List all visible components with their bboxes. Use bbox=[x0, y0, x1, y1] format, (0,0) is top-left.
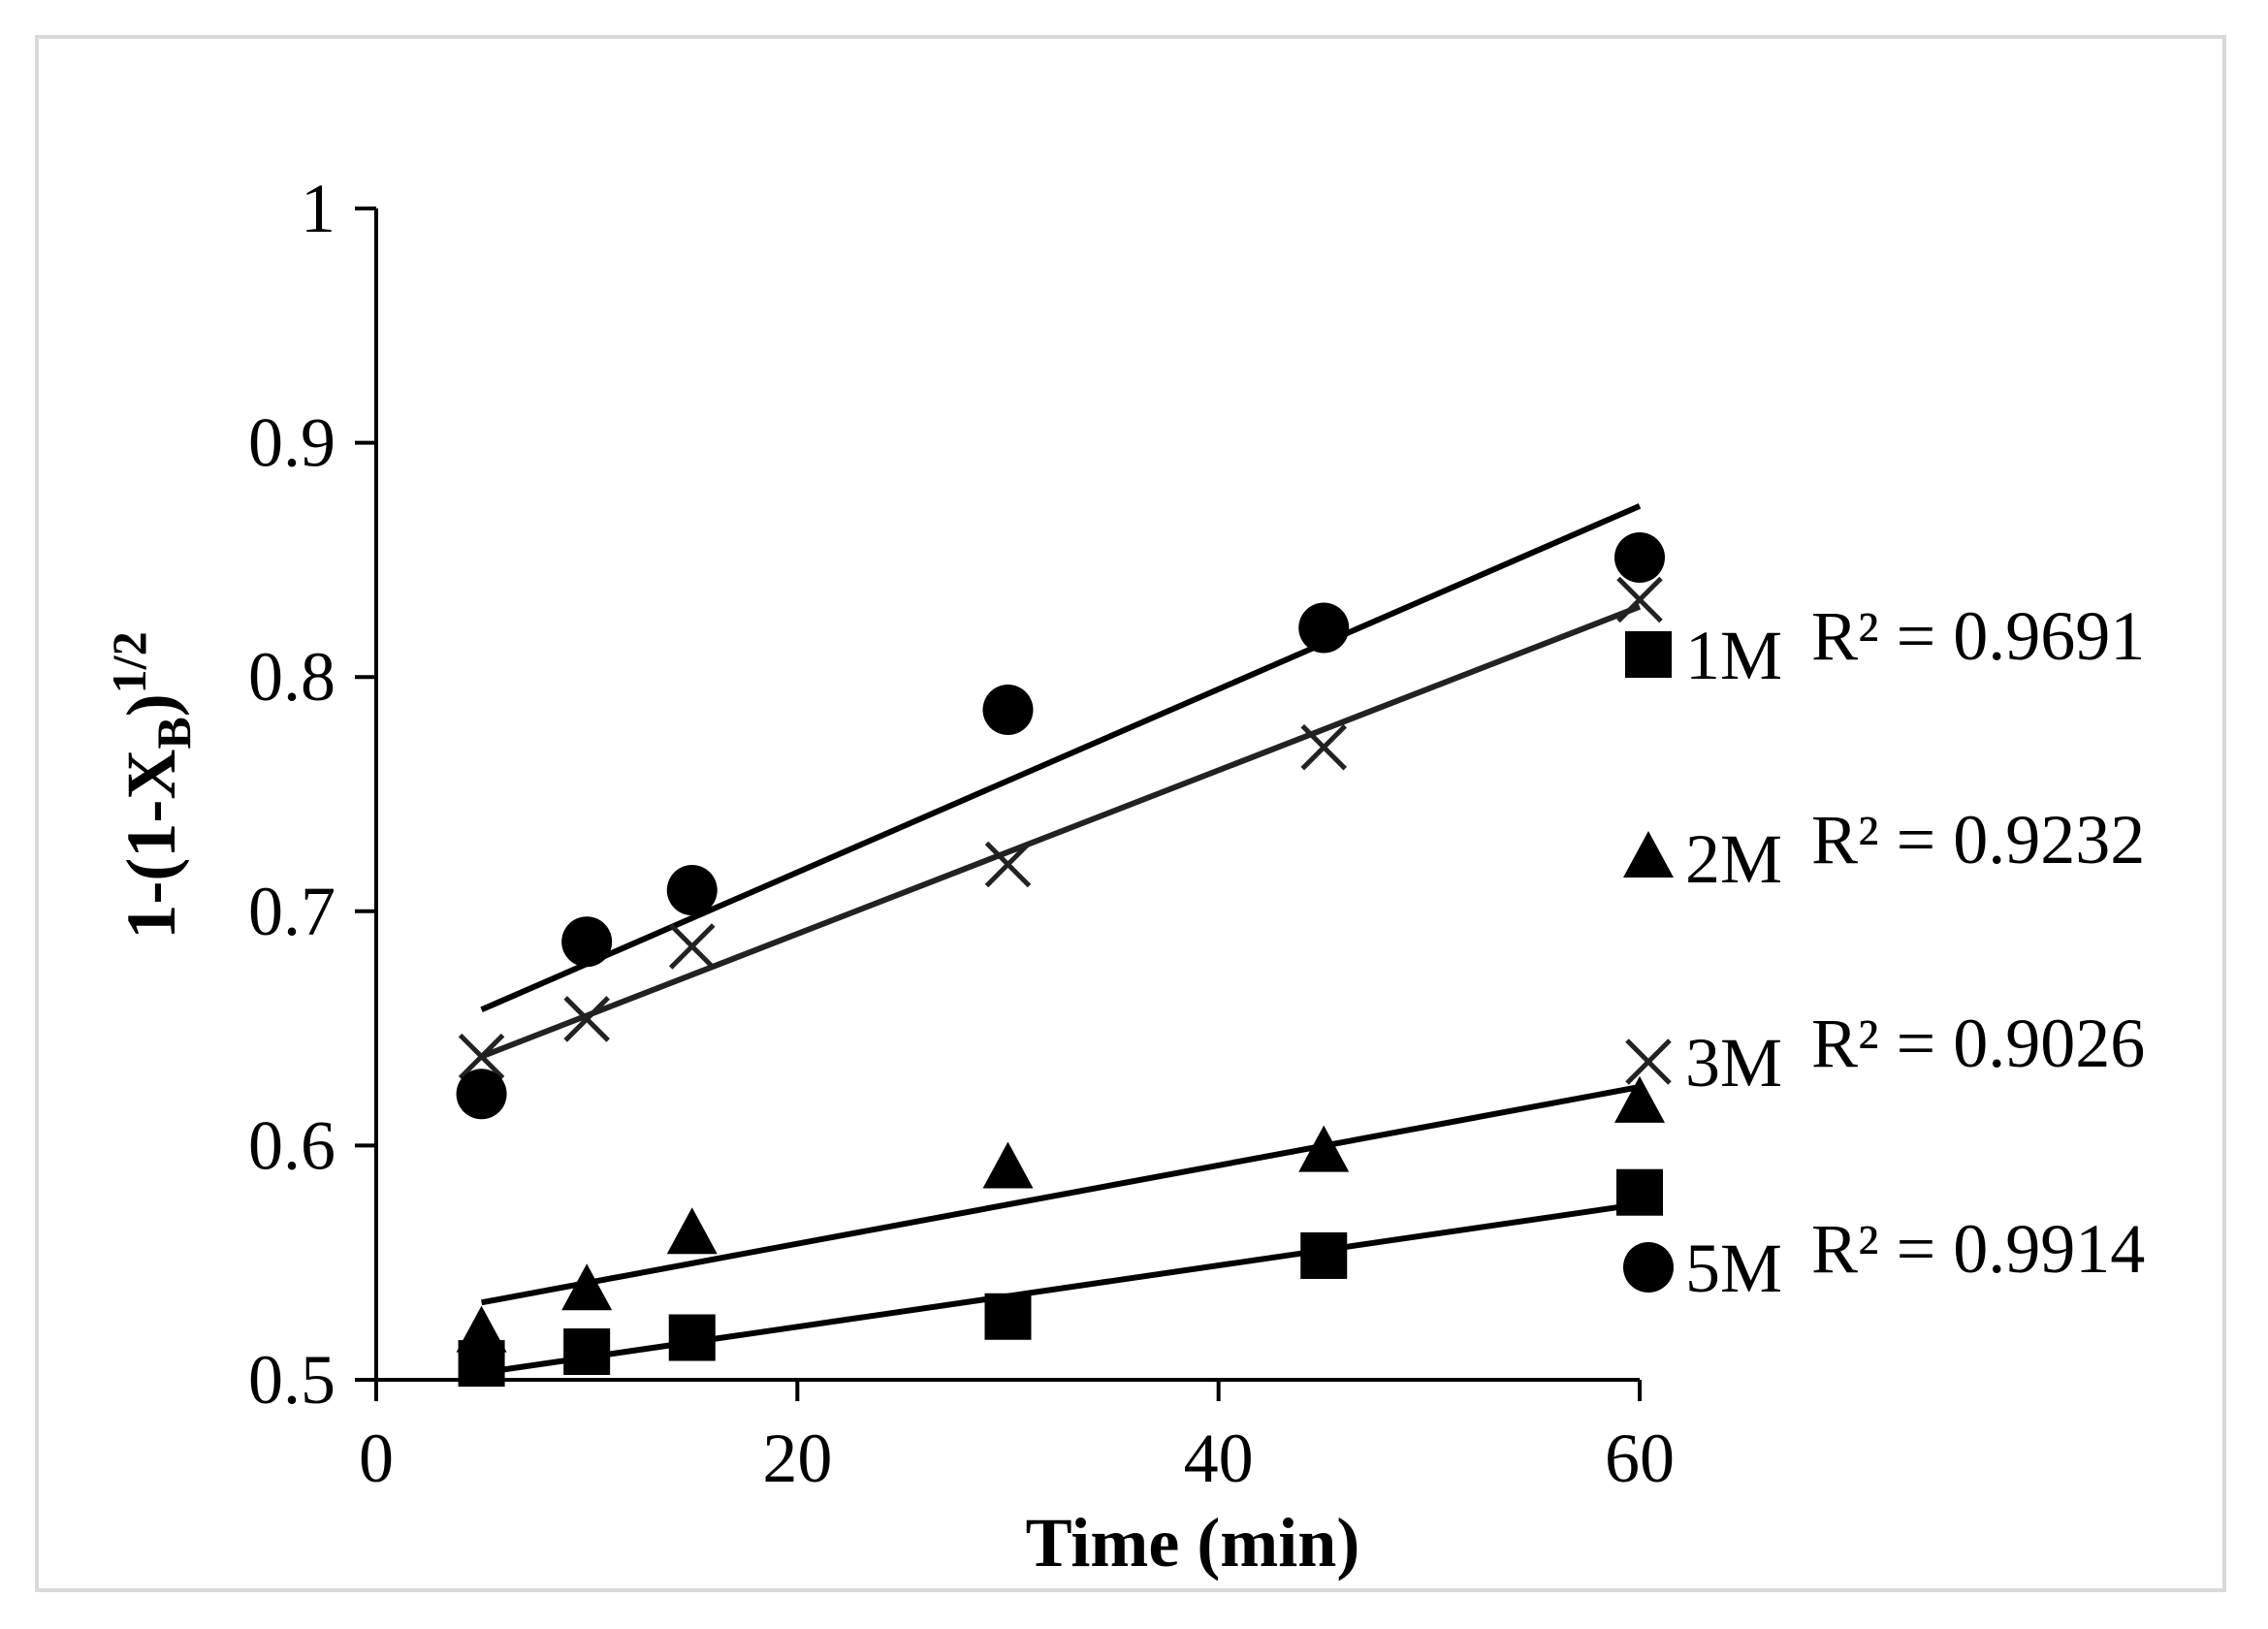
legend-marker-1M bbox=[1625, 631, 1672, 678]
marker-5M bbox=[1298, 602, 1350, 654]
marker-1M bbox=[1300, 1231, 1348, 1279]
y-tick-label: 1 bbox=[301, 170, 335, 247]
legend-name-3M: 3M bbox=[1685, 1024, 1782, 1102]
marker-1M bbox=[563, 1328, 611, 1376]
marker-5M bbox=[456, 1069, 507, 1120]
marker-3M bbox=[668, 923, 716, 970]
marker-1M bbox=[668, 1314, 716, 1361]
y-axis-title-base: 1-(1-X bbox=[112, 750, 190, 940]
x-axis-title: Time (min) bbox=[1026, 1504, 1360, 1581]
legend-r2-2M: R² = 0.9232 bbox=[1811, 801, 2145, 878]
marker-3M-stroke-b bbox=[1300, 723, 1348, 771]
x-tick-label: 0 bbox=[359, 1420, 394, 1497]
trendline-3M bbox=[480, 603, 1642, 1060]
markers bbox=[456, 531, 1665, 1388]
legend-r2-1M: R² = 0.9691 bbox=[1811, 597, 2145, 675]
marker-3M-stroke-b bbox=[563, 996, 610, 1042]
marker-5M bbox=[666, 865, 718, 916]
marker-2M bbox=[1614, 1075, 1665, 1123]
trendline-1M bbox=[481, 1200, 1641, 1376]
chart-frame bbox=[35, 35, 2226, 1592]
marker-3M bbox=[563, 996, 610, 1042]
legend-name-1M: 1M bbox=[1685, 617, 1782, 694]
legend-marker-3M-stroke-b bbox=[1625, 1038, 1672, 1085]
y-axis-title-close: ) bbox=[112, 693, 190, 717]
marker-3M-stroke-b bbox=[984, 841, 1032, 888]
legend-marker-3M bbox=[1625, 1038, 1672, 1085]
x-tick-label: 20 bbox=[762, 1420, 832, 1497]
legend-name-2M: 2M bbox=[1685, 820, 1782, 898]
y-tick-label: 0.7 bbox=[248, 873, 335, 950]
marker-1M bbox=[1616, 1168, 1663, 1216]
trendlines bbox=[480, 503, 1642, 1376]
x-tick-label: 60 bbox=[1605, 1420, 1675, 1497]
y-tick-label: 0.6 bbox=[248, 1106, 335, 1184]
y-axis-title-sub: B bbox=[146, 717, 201, 749]
trendline-2M bbox=[481, 1084, 1641, 1306]
marker-2M bbox=[666, 1207, 718, 1255]
legend-r2-3M: R² = 0.9026 bbox=[1811, 1005, 2145, 1082]
y-tick-label: 0.5 bbox=[248, 1341, 335, 1419]
legend-r2-5M: R² = 0.9914 bbox=[1811, 1210, 2145, 1288]
marker-3M bbox=[1616, 576, 1663, 623]
marker-2M bbox=[561, 1263, 613, 1311]
marker-3M bbox=[984, 841, 1032, 888]
marker-3M-stroke-b bbox=[668, 923, 716, 970]
marker-5M bbox=[561, 916, 613, 968]
marker-3M bbox=[458, 1033, 505, 1080]
marker-2M bbox=[456, 1305, 507, 1353]
trendline-5M bbox=[480, 503, 1642, 1013]
marker-1M bbox=[984, 1293, 1032, 1340]
axes: 0.5 0.6 0.7 0.8 0.9 1 0 20 40 60 bbox=[248, 170, 1675, 1497]
y-tick-label: 0.8 bbox=[248, 638, 335, 716]
marker-3M-stroke-b bbox=[1616, 576, 1663, 623]
marker-2M bbox=[1298, 1125, 1350, 1172]
marker-3M-stroke-b bbox=[458, 1033, 505, 1080]
y-tick-label: 0.9 bbox=[248, 404, 335, 482]
legend-marker-2M bbox=[1623, 831, 1674, 878]
legend-name-5M: 5M bbox=[1685, 1230, 1782, 1307]
marker-2M bbox=[982, 1141, 1034, 1189]
legend: 1M R² = 0.9691 2M R² = 0.9232 3M R² = 0.9026 5… bbox=[1623, 597, 2145, 1307]
x-tick-label: 40 bbox=[1184, 1420, 1254, 1497]
marker-5M bbox=[982, 685, 1034, 736]
marker-5M bbox=[1614, 531, 1665, 583]
y-axis-title-sup: 1/2 bbox=[102, 631, 156, 693]
legend-marker-5M bbox=[1623, 1242, 1674, 1293]
marker-3M bbox=[1300, 723, 1348, 771]
y-axis-title: 1-(1-XB)1/2 bbox=[102, 631, 201, 939]
